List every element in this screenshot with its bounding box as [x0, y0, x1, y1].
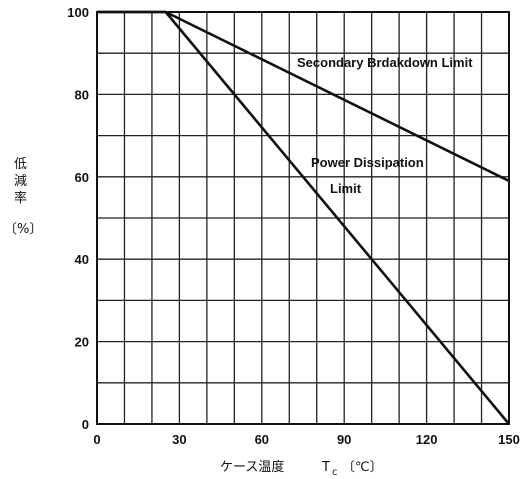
x-axis-symbol: T — [321, 460, 330, 475]
y-axis-char-2: 減 — [14, 173, 27, 189]
y-axis-char-1: 低 — [14, 157, 27, 172]
y-axis-unit: 〔%〕 — [4, 222, 42, 237]
y-tick-label: 20 — [75, 335, 89, 350]
power-dissipation-limit-line — [97, 10, 510, 425]
x-tick-label: 120 — [416, 432, 438, 447]
y-tick-label: 40 — [75, 252, 89, 267]
y-tick-label: 0 — [82, 417, 89, 432]
x-tick-label: 90 — [337, 432, 351, 447]
x-axis-unit: 〔℃〕 — [342, 460, 383, 475]
secondary-breakdown-limit-line — [97, 10, 510, 183]
y-tick-labels: 0 20 40 60 80 100 — [67, 5, 89, 432]
x-tick-label: 30 — [172, 432, 186, 447]
x-tick-label: 150 — [498, 432, 520, 447]
x-axis-title: ケース温度 T c 〔℃〕 — [220, 459, 383, 478]
secondary-breakdown-label: Secondary Brdakdown Limit — [297, 55, 473, 70]
x-tick-label: 0 — [93, 432, 100, 447]
x-tick-label: 60 — [255, 432, 269, 447]
y-axis-char-3: 率 — [14, 190, 27, 206]
power-dissipation-label-limit: Limit — [330, 181, 362, 196]
x-tick-labels: 0 30 60 90 120 150 — [93, 432, 519, 447]
y-tick-label: 100 — [67, 5, 89, 20]
x-axis-title-main: ケース温度 — [220, 459, 284, 475]
grid — [97, 12, 509, 424]
y-tick-label: 60 — [75, 170, 89, 185]
plot-frame — [96, 11, 510, 425]
power-dissipation-label: Power Dissipation — [311, 155, 424, 170]
x-axis-symbol-subscript: c — [332, 467, 338, 478]
y-tick-label: 80 — [75, 87, 89, 102]
series-layer — [97, 10, 510, 425]
y-axis-title: 低 減 率 〔%〕 — [4, 157, 42, 237]
